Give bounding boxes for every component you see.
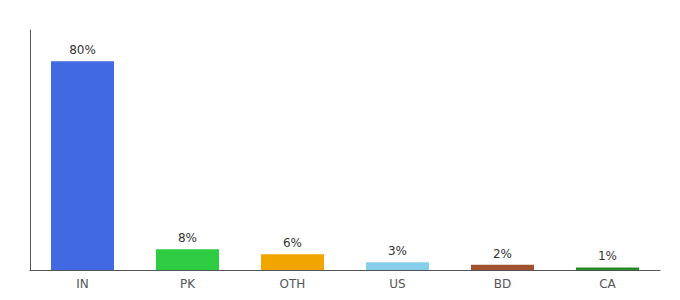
svg-text:8%: 8% <box>178 231 197 245</box>
svg-text:80%: 80% <box>69 43 96 57</box>
svg-text:PK: PK <box>180 277 196 291</box>
svg-text:IN: IN <box>76 277 89 291</box>
svg-text:CA: CA <box>599 277 616 291</box>
svg-text:1%: 1% <box>598 249 617 263</box>
svg-text:US: US <box>389 277 405 291</box>
svg-text:OTH: OTH <box>280 277 306 291</box>
svg-text:3%: 3% <box>388 244 407 258</box>
svg-text:BD: BD <box>494 277 511 291</box>
svg-text:6%: 6% <box>283 236 302 250</box>
svg-text:2%: 2% <box>493 247 512 261</box>
